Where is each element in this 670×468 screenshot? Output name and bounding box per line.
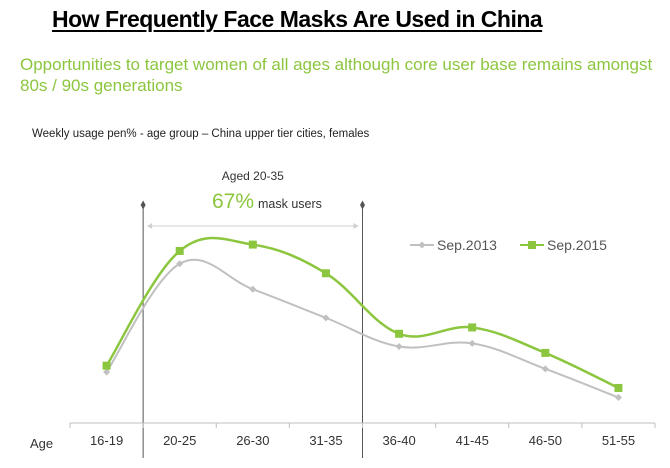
data-point <box>614 383 623 392</box>
x-tick-label: 46-50 <box>529 433 562 448</box>
annotation-span-arrow-left <box>147 223 153 229</box>
chart-legend: Sep.2013 Sep.2015 <box>410 237 607 253</box>
x-tick-label: 16-19 <box>90 433 123 448</box>
data-point <box>176 260 184 268</box>
annotation-right-cap <box>360 200 365 210</box>
page-title: How Frequently Face Masks Are Used in Ch… <box>52 6 543 32</box>
x-tick-label: 31-35 <box>309 433 342 448</box>
data-point <box>321 269 330 278</box>
annotation-value-suffix: mask users <box>258 197 322 211</box>
data-point <box>103 368 111 376</box>
data-point <box>468 323 477 332</box>
data-point <box>175 246 184 255</box>
annotation-left-cap <box>140 200 146 210</box>
chart-title: Weekly usage pen% - age group – China up… <box>32 128 370 140</box>
data-point <box>395 343 403 351</box>
data-point <box>248 240 257 249</box>
data-point <box>468 339 476 347</box>
data-point <box>249 285 257 293</box>
annotation-label: Aged 20-35 <box>222 169 284 183</box>
annotation-value: 67% <box>212 190 254 213</box>
x-tick-label: 36-40 <box>382 433 415 448</box>
legend-entry: Sep.2013 <box>437 237 497 253</box>
data-point <box>102 361 111 370</box>
data-point <box>614 394 622 402</box>
x-tick-label: 20-25 <box>163 433 196 448</box>
x-tick-label: 41-45 <box>456 433 489 448</box>
data-point <box>395 329 404 338</box>
page-subtitle: Opportunities to target women of all age… <box>20 55 653 95</box>
legend-swatch-marker <box>418 241 426 249</box>
annotation-span-arrow-right <box>353 223 359 229</box>
series-layer <box>102 236 623 402</box>
x-axis-label: Age <box>30 436 53 451</box>
legend-swatch-marker <box>528 241 536 249</box>
data-point <box>322 314 330 322</box>
legend-entry: Sep.2015 <box>547 237 607 253</box>
x-tick-label: 26-30 <box>236 433 269 448</box>
data-point <box>541 348 550 357</box>
x-tick-label: 51-55 <box>602 433 635 448</box>
x-axis: 16-19 20-25 26-30 31-35 36-40 41-45 46-50 51-55… <box>30 422 656 451</box>
data-point <box>541 365 549 373</box>
annotation-layer: Aged 20-35 67% mask users <box>140 169 365 458</box>
